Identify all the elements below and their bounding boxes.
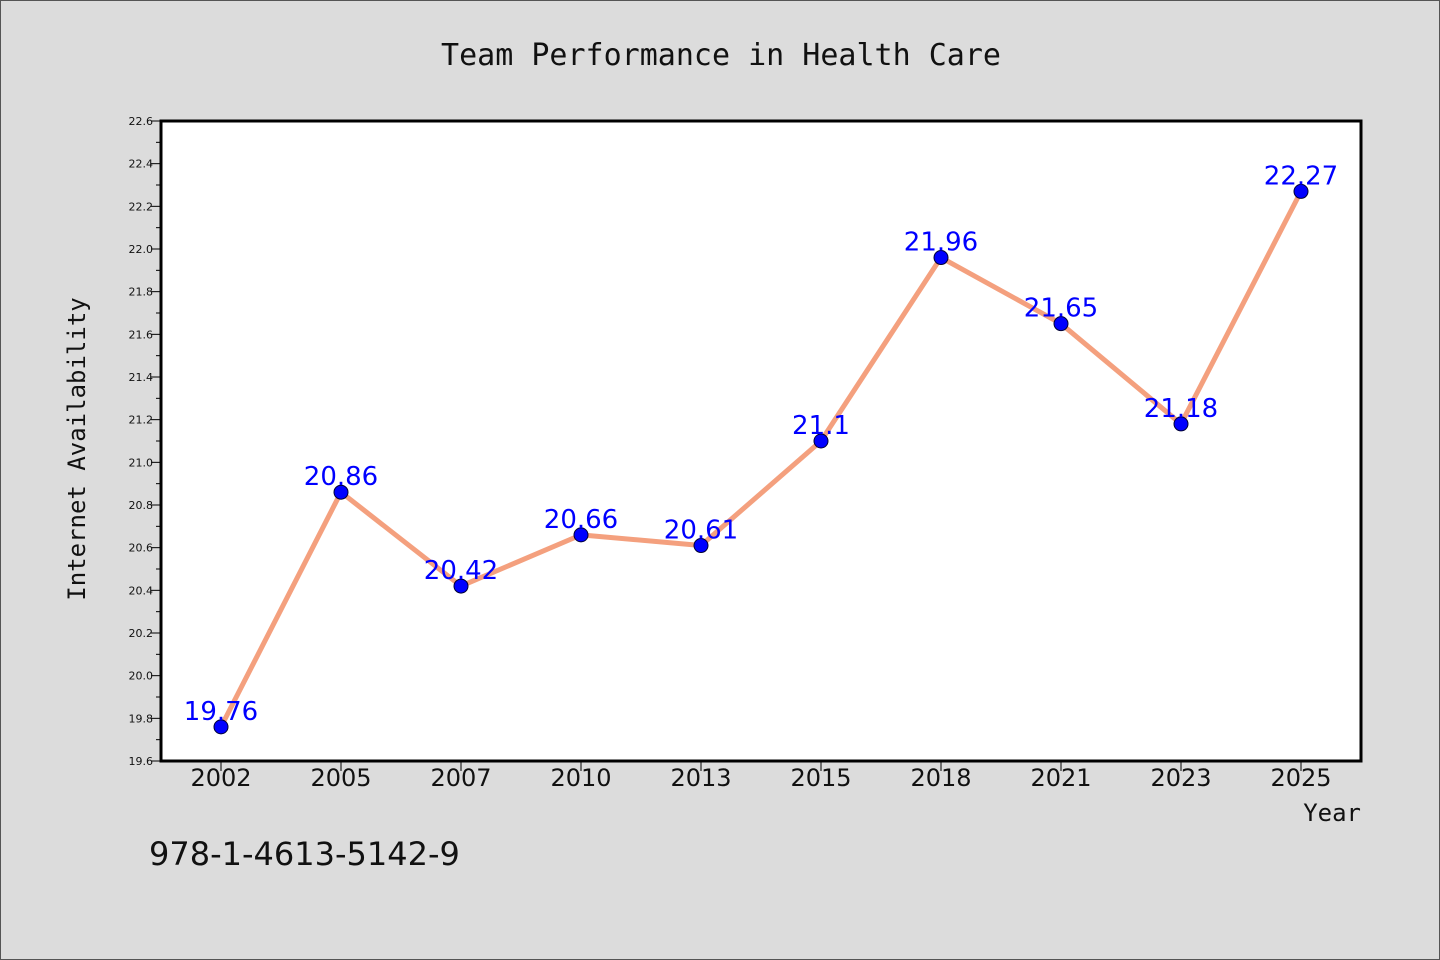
data-point [933, 250, 949, 266]
chart-title: Team Performance in Health Care [441, 38, 1001, 73]
data-label: 19.76 [184, 697, 258, 727]
y-tick-label: 19.6 [129, 755, 154, 768]
x-axis: 2002 2005 2007 2010 2013 2015 2018 2021 2023 2025 [190, 761, 1332, 792]
data-label: 21.65 [1024, 294, 1098, 324]
data-point [1053, 316, 1069, 332]
x-tick-label: 2021 [1030, 764, 1091, 792]
data-label: 20.66 [544, 505, 618, 535]
data-point [573, 527, 589, 543]
y-tick-label: 22.2 [129, 200, 154, 213]
x-tick-label: 2023 [1150, 764, 1211, 792]
data-label: 21.18 [1144, 394, 1218, 424]
data-label: 21.1 [792, 411, 850, 441]
data-point [1173, 416, 1189, 432]
data-label: 21.96 [904, 228, 978, 258]
x-axis-label: Year [1303, 799, 1361, 827]
data-label: 20.61 [664, 516, 738, 546]
y-axis-label: Internet Availability [63, 297, 91, 600]
y-tick-label: 22.0 [129, 243, 154, 256]
x-tick-label: 2015 [790, 764, 851, 792]
y-tick-label: 20.8 [129, 499, 154, 512]
y-tick-label: 21.2 [129, 414, 154, 427]
y-tick-label: 22.6 [129, 115, 154, 128]
y-tick-label: 20.6 [129, 542, 154, 555]
data-labels: 19.76 20.86 20.42 20.66 20.61 21.1 21.96 21.65 2… [184, 161, 1338, 726]
x-tick-label: 2018 [910, 764, 971, 792]
data-point [1293, 183, 1309, 199]
y-tick-label: 19.8 [129, 712, 154, 725]
data-label: 20.86 [304, 462, 378, 492]
data-point [813, 433, 829, 449]
x-tick-label: 2013 [670, 764, 731, 792]
plot-area [159, 119, 1363, 763]
x-tick-label: 2025 [1270, 764, 1331, 792]
y-tick-label: 22.4 [129, 158, 154, 171]
series-line [218, 188, 1304, 730]
y-tick-label: 20.4 [129, 584, 154, 597]
y-tick-label: 21.4 [129, 371, 154, 384]
y-tick-label: 21.8 [129, 286, 154, 299]
data-point [333, 484, 349, 500]
y-tick-label: 21.0 [129, 456, 154, 469]
data-label: 22.27 [1264, 161, 1338, 191]
x-tick-label: 2005 [310, 764, 371, 792]
data-point [213, 719, 229, 735]
data-label: 20.42 [424, 556, 498, 586]
y-axis: 19.6 19.8 20.0 20.2 20.4 20.6 20.8 21.0 21.2 21.4… [129, 115, 161, 768]
x-tick-label: 2010 [550, 764, 611, 792]
y-tick-label: 20.2 [129, 627, 154, 640]
data-point [453, 578, 469, 594]
x-tick-label: 2007 [430, 764, 491, 792]
y-tick-label: 21.6 [129, 328, 154, 341]
x-tick-label: 2002 [190, 764, 251, 792]
series-layer [213, 183, 1309, 735]
data-point [693, 538, 709, 554]
isbn-code: 978-1-4613-5142-9 [149, 835, 460, 873]
y-tick-label: 20.0 [129, 670, 154, 683]
